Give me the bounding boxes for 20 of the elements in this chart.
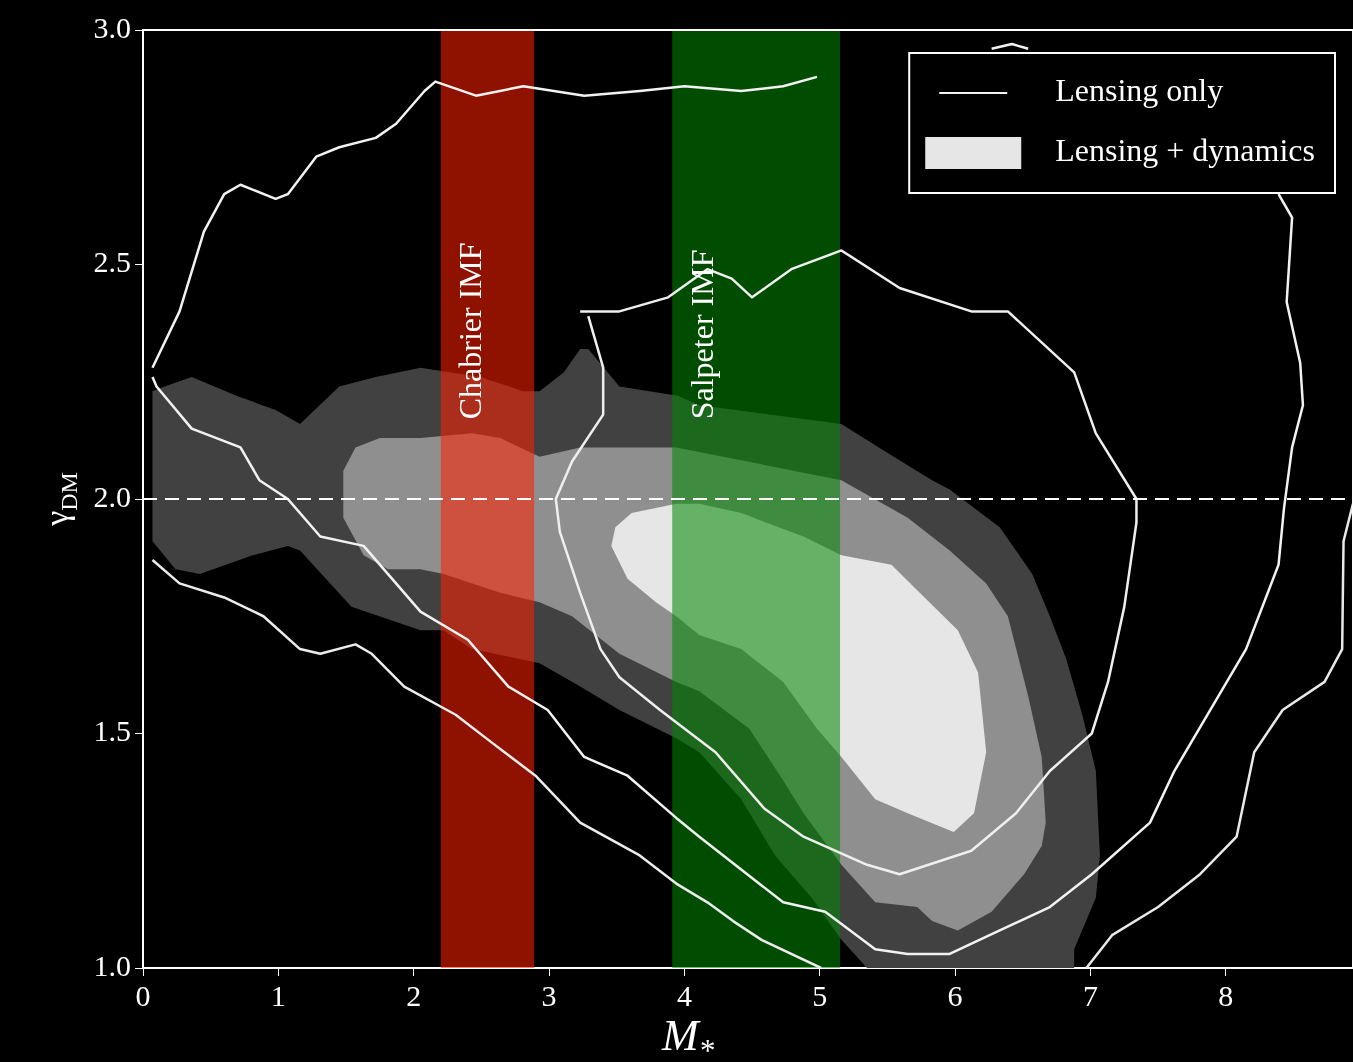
legend-label: Lensing only <box>1055 72 1224 109</box>
x-tick-label: 2 <box>406 978 422 1012</box>
x-tick-label: 6 <box>947 978 963 1012</box>
band-label: Salpeter IMF <box>683 249 720 420</box>
legend-label: Lensing + dynamics <box>1055 132 1315 169</box>
x-tick-label: 8 <box>1218 978 1234 1012</box>
y-axis-title: γDM <box>38 472 82 527</box>
x-tick-label: 5 <box>812 978 828 1012</box>
x-tick-label: 7 <box>1082 978 1098 1012</box>
x-tick-label: 1 <box>270 978 286 1012</box>
x-tick-label: 3 <box>541 978 557 1012</box>
y-tick-label: 3.0 <box>93 10 131 44</box>
x-tick-label: 0 <box>135 978 151 1012</box>
y-tick-label: 2.5 <box>93 245 131 279</box>
y-tick-label: 1.0 <box>93 948 131 982</box>
y-tick-label: 1.5 <box>93 714 131 748</box>
x-tick-label: 4 <box>676 978 692 1012</box>
y-tick-label: 2.0 <box>93 479 131 513</box>
band-label: Chabrier IMF <box>452 242 489 420</box>
x-axis-title: M* <box>660 1011 715 1062</box>
